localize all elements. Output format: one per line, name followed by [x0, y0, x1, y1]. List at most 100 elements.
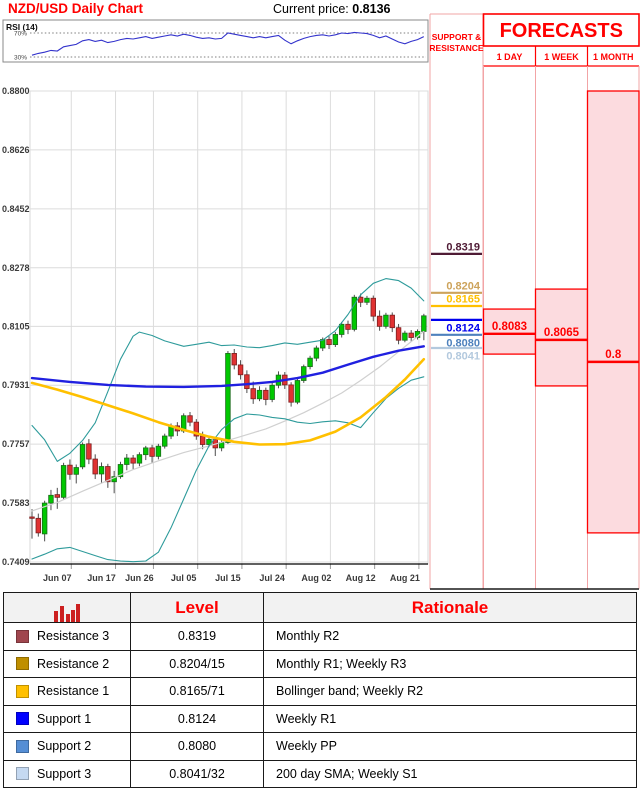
candle-up	[269, 384, 275, 400]
row-level: 0.8041/32	[130, 759, 264, 788]
forecast-value-label: 0.8	[605, 349, 622, 361]
candle-down	[187, 415, 193, 423]
bollinger-lower-line	[31, 376, 425, 563]
sr-level-label: 0.8319	[446, 241, 480, 253]
rationale-column-header: Rationale	[263, 592, 637, 623]
x-axis-label: Jun 26	[125, 573, 154, 583]
row-name: Resistance 1	[37, 684, 110, 699]
rsi-tick-label: 30%	[14, 55, 27, 62]
candle-down	[395, 327, 402, 341]
table-row: Resistance 3 0.8319 Monthly R2	[3, 622, 637, 651]
sr-header-line1: SUPPORT &	[432, 32, 482, 42]
forecast-band	[586, 90, 640, 534]
sr-level-label: 0.8204	[446, 280, 481, 292]
candle-up	[155, 445, 162, 457]
rsi-line	[31, 31, 425, 56]
forecast-column-header: 1 WEEK	[544, 52, 579, 62]
x-axis-label: Jun 07	[43, 573, 72, 583]
table-header-row: Level Rationale	[3, 592, 637, 623]
candle-down	[231, 353, 237, 366]
row-rationale: Weekly R1	[263, 704, 637, 733]
price-chart-canvas: RSI (14)70%30%0.88000.86260.84520.82780.…	[2, 13, 640, 590]
candle-up	[332, 334, 339, 346]
candle-down	[193, 421, 200, 437]
forecast-value-label: 0.8083	[492, 321, 527, 333]
row-name: Resistance 3	[37, 629, 110, 644]
row-name: Support 3	[37, 766, 92, 781]
candle-up	[117, 464, 124, 478]
candle-up	[206, 439, 212, 445]
forecast-value-label: 0.8065	[544, 327, 580, 339]
candle-down	[326, 339, 332, 346]
candle-up	[143, 447, 149, 456]
candle-up	[421, 315, 427, 332]
candle-up	[313, 347, 320, 359]
candle-down	[86, 443, 92, 460]
candle-down	[376, 315, 383, 327]
y-axis-label: 0.8452	[2, 204, 30, 214]
candle-down	[244, 374, 250, 390]
candle-up	[60, 465, 67, 498]
sma20-line	[31, 330, 425, 512]
y-axis-label: 0.8800	[2, 86, 30, 96]
row-level: 0.8124	[130, 704, 264, 733]
table-row: Support 1 0.8124 Weekly R1	[3, 704, 637, 733]
candle-up	[383, 314, 389, 327]
forecast-column-header: 1 DAY	[497, 52, 523, 62]
candle-up	[48, 494, 54, 504]
candle-up	[98, 466, 105, 475]
candle-up	[256, 389, 263, 400]
candle-down	[149, 447, 155, 457]
y-axis-label: 0.7409	[2, 557, 30, 567]
candle-down	[199, 435, 206, 445]
candle-down	[35, 517, 42, 534]
bollinger-upper-line	[31, 278, 425, 462]
level-swatch	[16, 767, 29, 781]
candle-down	[345, 323, 351, 330]
candle-down	[370, 297, 376, 317]
sr-header-line2: RESISTANCE	[429, 43, 483, 53]
y-axis-label: 0.8626	[2, 145, 30, 155]
candle-up	[79, 444, 86, 468]
x-axis-label: Jul 24	[259, 573, 285, 583]
candle-up	[301, 366, 307, 381]
plot-grid: 0.8800 0.8626 0.8452 0.8278 0.8105 0.7931 0.77…	[2, 86, 429, 583]
table-row: Resistance 2 0.8204/15 Monthly R1; Weekly …	[3, 649, 637, 678]
rsi-label: RSI (14)	[6, 22, 38, 32]
x-axis-label: Jul 05	[171, 573, 197, 583]
candle-up	[364, 297, 370, 303]
x-axis-label: Aug 21	[390, 573, 420, 583]
sr-level-label: 0.8165	[446, 294, 480, 306]
rsi-tick-label: 70%	[14, 31, 27, 38]
level-swatch	[16, 712, 29, 726]
candle-up	[294, 380, 301, 403]
row-name: Support 2	[37, 739, 92, 754]
forecast-column-header: 1 MONTH	[593, 52, 634, 62]
rsi-panel: RSI (14)70% 30%	[2, 19, 429, 63]
candle-down	[67, 464, 73, 475]
candle-down	[389, 314, 395, 329]
candle-up	[41, 502, 48, 535]
level-swatch	[16, 684, 29, 698]
candle-up	[124, 457, 130, 465]
candle-up	[351, 296, 358, 330]
plot-frame	[29, 90, 429, 565]
candle-down	[92, 458, 98, 475]
row-rationale: Monthly R1; Weekly R3	[263, 649, 637, 678]
candle-up	[402, 332, 408, 341]
x-axis-label: Aug 12	[346, 573, 376, 583]
candle-up	[73, 467, 79, 475]
row-level: 0.8319	[130, 622, 264, 651]
candle-down	[237, 364, 244, 376]
current-price-value: 0.8136	[352, 2, 391, 16]
sr-level-label: 0.8124	[446, 322, 481, 334]
y-axis-label: 0.7757	[2, 439, 30, 449]
x-axis-label: Jul 15	[215, 573, 241, 583]
x-axis-label: Aug 02	[301, 573, 331, 583]
level-swatch	[16, 629, 29, 643]
candlestick-series	[29, 293, 427, 542]
forecast-panel: FORECASTS 1 DAY 1 WEEK 1 MONTH 0.8083 0.8065 0…	[430, 13, 640, 590]
levels-table: Level Rationale Resistance 3 0.8319 Monthl…	[3, 592, 637, 788]
table-row: Support 3 0.8041/32 200 day SMA; Weekly S1	[3, 759, 637, 788]
